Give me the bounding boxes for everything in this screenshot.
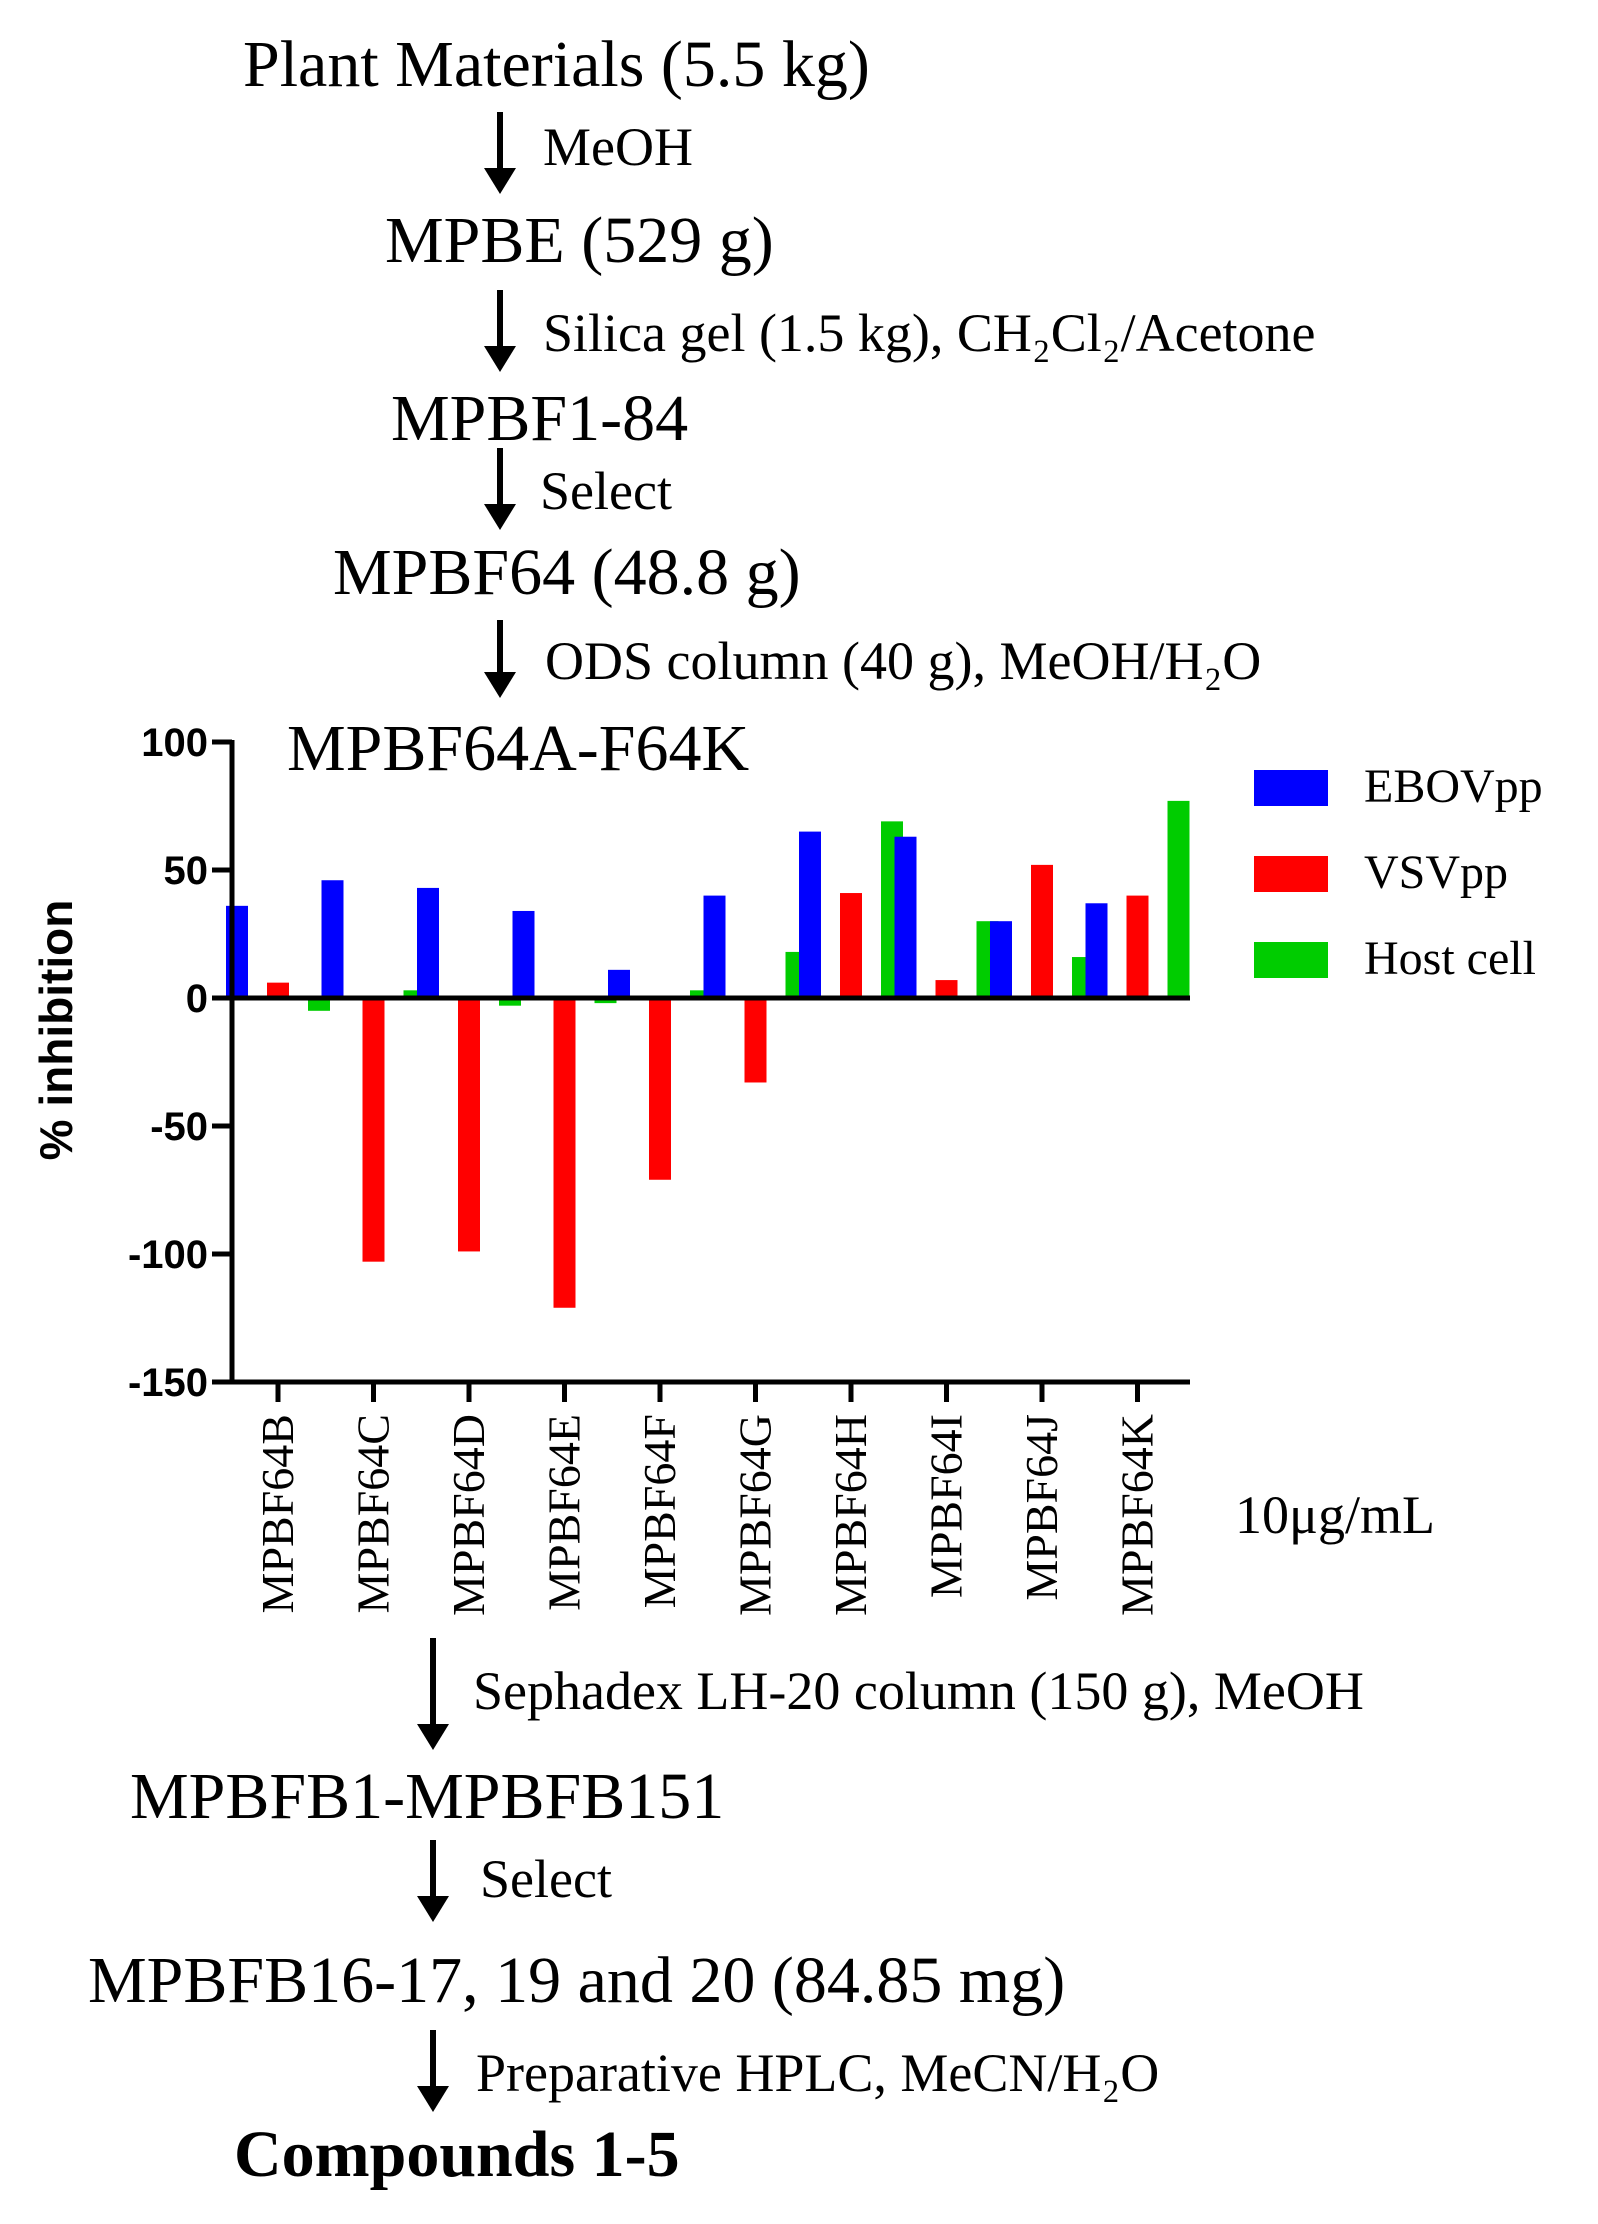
arrow-select-1 xyxy=(484,448,516,530)
bar-ebovpp-mpbf64i xyxy=(894,836,917,998)
x-tick-label-mpbf64i: MPBF64I xyxy=(921,1414,972,1598)
node-plant-materials: Plant Materials (5.5 kg) xyxy=(243,28,870,101)
step-silica-gel: Silica gel (1.5 kg), CH₂Cl₂/Acetone xyxy=(543,303,1316,363)
bar-ebovpp-mpbf64k xyxy=(1085,903,1108,998)
bar-ebovpp-mpbf64c xyxy=(321,880,344,998)
y-tick-label-0: 0 xyxy=(186,977,208,1021)
bar-vsvpp-mpbf64e xyxy=(553,998,576,1308)
x-tick-label-mpbf64f: MPBF64F xyxy=(634,1414,685,1608)
y-tick-label-100: 100 xyxy=(141,721,208,765)
bar-vsvpp-mpbf64k xyxy=(1126,895,1149,998)
bar-vsvpp-mpbf64g xyxy=(744,998,767,1083)
step-ods-column: ODS column (40 g), MeOH/H₂O xyxy=(545,631,1262,691)
bar-host-cell-mpbf64c xyxy=(403,990,426,998)
legend-swatch-ebovpp xyxy=(1254,770,1328,806)
bar-host-cell-mpbf64b xyxy=(308,998,330,1011)
step-select-1: Select xyxy=(540,461,672,521)
y-tick-label-50: 50 xyxy=(164,849,209,893)
bar-ebovpp-mpbf64g xyxy=(703,895,726,998)
node-mpbfb1-151: MPBFB1-MPBFB151 xyxy=(130,1760,725,1833)
arrow-hplc xyxy=(417,2030,449,2112)
x-tick-label-mpbf64c: MPBF64C xyxy=(348,1414,399,1613)
bars-group xyxy=(226,800,1190,1308)
x-tick-label-mpbf64d: MPBF64D xyxy=(443,1414,494,1616)
x-tick-label-mpbf64h: MPBF64H xyxy=(825,1414,876,1616)
bar-vsvpp-mpbf64i xyxy=(935,980,958,998)
bar-vsvpp-mpbf64d xyxy=(458,998,480,1252)
x-tick-label-mpbf64j: MPBF64J xyxy=(1016,1414,1067,1601)
bar-ebovpp-mpbf64b xyxy=(226,905,248,998)
bar-host-cell-mpbf64k xyxy=(1167,800,1190,998)
y-tick-label--50: -50 xyxy=(150,1105,208,1149)
bar-vsvpp-mpbf64c xyxy=(362,998,385,1262)
x-tick-label-mpbf64b: MPBF64B xyxy=(252,1414,303,1613)
legend-swatch-vsvpp xyxy=(1254,856,1328,892)
axes-group xyxy=(229,740,1190,1385)
y-axis-label: % inhibition xyxy=(30,900,82,1161)
arrow-select-2 xyxy=(417,1840,449,1922)
arrow-ods xyxy=(484,620,516,698)
node-mpbfb16-20: MPBFB16-17, 19 and 20 (84.85 mg) xyxy=(88,1944,1066,2017)
step-meoh: MeOH xyxy=(543,117,693,177)
bar-ebovpp-mpbf64f xyxy=(608,969,630,998)
x-ticks-group: MPBF64B MPBF64C MPBF64D MPBF64E MPBF64F MPBF6… xyxy=(252,1382,1163,1616)
node-mpbf64a-f64k: MPBF64A-F64K xyxy=(287,712,750,785)
bar-vsvpp-mpbf64b xyxy=(267,982,289,998)
bar-ebovpp-mpbf64d xyxy=(417,887,439,998)
y-ticks-group: 100 50 0 -50 -100 -150 xyxy=(128,721,232,1405)
y-tick-label--100: -100 xyxy=(128,1233,208,1277)
legend-swatch-host-cell xyxy=(1254,942,1328,978)
bar-vsvpp-mpbf64h xyxy=(840,893,862,998)
bar-ebovpp-mpbf64j xyxy=(990,921,1012,998)
legend-label-host-cell: Host cell xyxy=(1364,932,1536,985)
node-mpbf64: MPBF64 (48.8 g) xyxy=(333,536,801,609)
arrow-sephadex xyxy=(417,1638,449,1750)
x-tick-label-mpbf64k: MPBF64K xyxy=(1112,1414,1163,1616)
y-tick-label--150: -150 xyxy=(128,1361,208,1405)
bar-ebovpp-mpbf64h xyxy=(799,831,821,998)
bar-vsvpp-mpbf64f xyxy=(649,998,671,1180)
x-tick-label-mpbf64e: MPBF64E xyxy=(539,1414,590,1611)
concentration-note: 10μg/mL xyxy=(1235,1485,1435,1545)
bar-vsvpp-mpbf64j xyxy=(1031,864,1053,998)
bar-host-cell-mpbf64f xyxy=(690,990,712,998)
bar-host-cell-mpbf64d xyxy=(499,998,521,1006)
legend-label-vsvpp: VSVpp xyxy=(1364,846,1508,899)
bar-ebovpp-mpbf64e xyxy=(512,910,535,998)
legend: EBOVpp VSVpp Host cell xyxy=(1254,760,1543,985)
x-tick-label-mpbf64g: MPBF64G xyxy=(730,1414,781,1616)
node-mpbe: MPBE (529 g) xyxy=(385,204,774,277)
step-select-2: Select xyxy=(480,1849,612,1909)
arrow-silica xyxy=(484,290,516,372)
step-sephadex: Sephadex LH-20 column (150 g), MeOH xyxy=(473,1661,1364,1721)
bar-host-cell-mpbf64e xyxy=(594,998,617,1004)
legend-label-ebovpp: EBOVpp xyxy=(1364,760,1543,813)
node-compounds: Compounds 1-5 xyxy=(234,2118,680,2191)
arrow-meoh xyxy=(484,112,516,194)
node-mpbf1-84: MPBF1-84 xyxy=(391,382,689,455)
step-preparative-hplc: Preparative HPLC, MeCN/H₂O xyxy=(476,2043,1160,2103)
